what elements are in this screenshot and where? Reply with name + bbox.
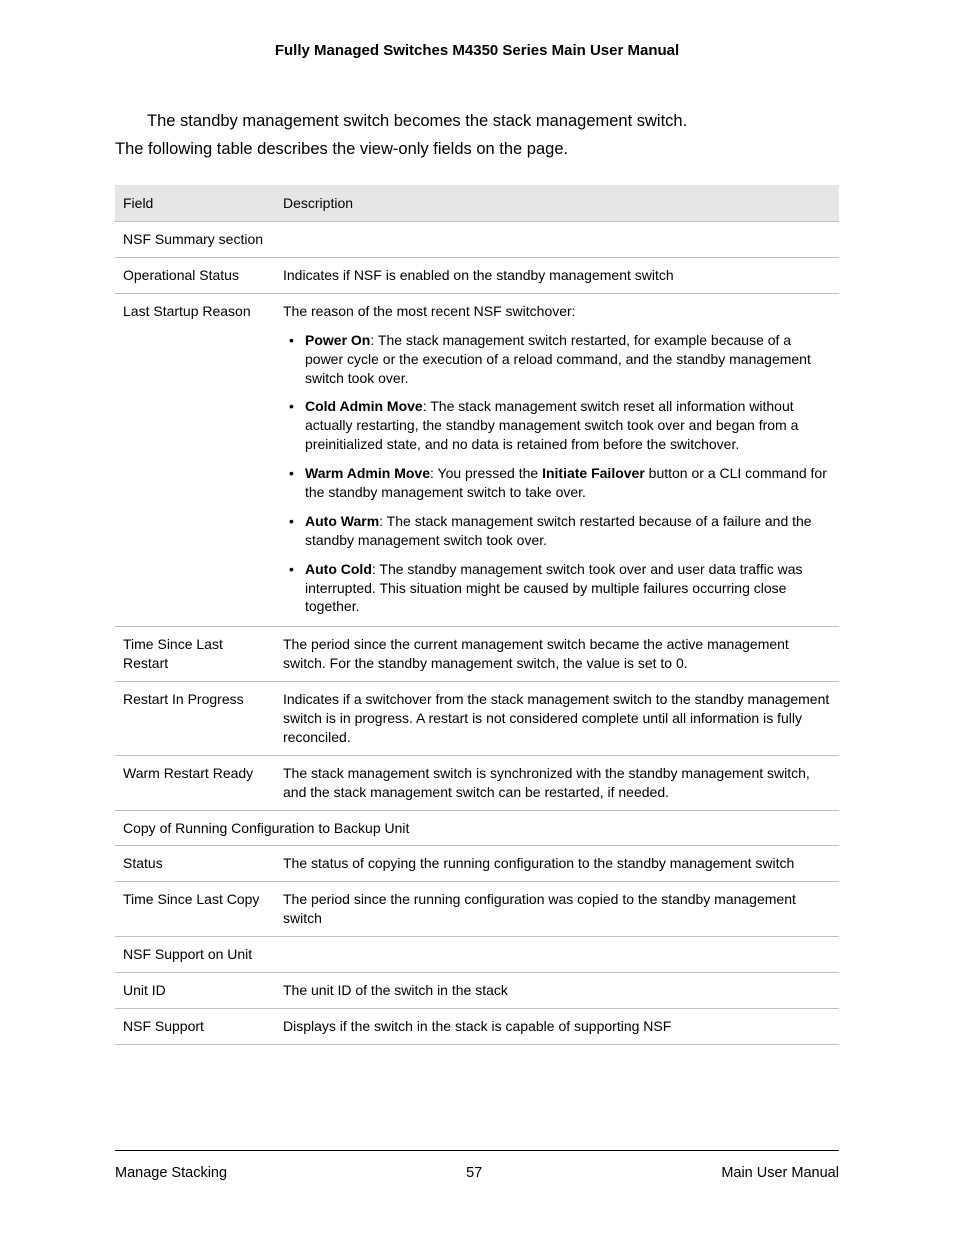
desc-status: The status of copying the running config… xyxy=(275,846,839,882)
fields-table: Field Description NSF Summary section Op… xyxy=(115,185,839,1045)
row-restart-in-progress: Restart In Progress Indicates if a switc… xyxy=(115,682,839,756)
intro-line-2: The following table describes the view-o… xyxy=(115,135,839,163)
desc-time-since-last-copy: The period since the running configurati… xyxy=(275,882,839,937)
footer-left: Manage Stacking xyxy=(115,1165,227,1181)
reason-warm-admin: Warm Admin Move: You pressed the Initiat… xyxy=(283,464,831,502)
reason-auto-cold: Auto Cold: The standby management switch… xyxy=(283,560,831,617)
reason-auto-cold-text: : The standby management switch took ove… xyxy=(305,561,802,615)
th-description: Description xyxy=(275,185,839,222)
row-warm-restart-ready: Warm Restart Ready The stack management … xyxy=(115,755,839,810)
section-row-nsf-support: NSF Support on Unit xyxy=(115,937,839,973)
reason-cold-admin-label: Cold Admin Move xyxy=(305,398,423,414)
reason-warm-admin-pre: : You pressed the xyxy=(430,465,542,481)
last-startup-lead: The reason of the most recent NSF switch… xyxy=(283,303,576,319)
reason-cold-admin: Cold Admin Move: The stack management sw… xyxy=(283,397,831,454)
reason-power-on: Power On: The stack management switch re… xyxy=(283,331,831,388)
section-nsf-support: NSF Support on Unit xyxy=(115,937,839,973)
desc-operational-status: Indicates if NSF is enabled on the stand… xyxy=(275,257,839,293)
th-field: Field xyxy=(115,185,275,222)
section-row-nsf-summary: NSF Summary section xyxy=(115,222,839,258)
doc-title: Fully Managed Switches M4350 Series Main… xyxy=(115,42,839,59)
field-warm-restart-ready: Warm Restart Ready xyxy=(115,755,275,810)
table-header-row: Field Description xyxy=(115,185,839,222)
desc-nsf-support: Displays if the switch in the stack is c… xyxy=(275,1008,839,1044)
desc-warm-restart-ready: The stack management switch is synchroni… xyxy=(275,755,839,810)
field-nsf-support: NSF Support xyxy=(115,1008,275,1044)
row-operational-status: Operational Status Indicates if NSF is e… xyxy=(115,257,839,293)
reason-auto-warm: Auto Warm: The stack management switch r… xyxy=(283,512,831,550)
reason-power-on-label: Power On xyxy=(305,332,370,348)
row-time-since-last-restart: Time Since Last Restart The period since… xyxy=(115,627,839,682)
section-copy-running: Copy of Running Configuration to Backup … xyxy=(115,810,839,846)
field-time-since-last-restart: Time Since Last Restart xyxy=(115,627,275,682)
field-time-since-last-copy: Time Since Last Copy xyxy=(115,882,275,937)
field-operational-status: Operational Status xyxy=(115,257,275,293)
row-status: Status The status of copying the running… xyxy=(115,846,839,882)
intro-line-1: The standby management switch becomes th… xyxy=(115,107,839,135)
reason-auto-warm-text: : The stack management switch restarted … xyxy=(305,513,812,548)
section-nsf-summary: NSF Summary section xyxy=(115,222,839,258)
row-last-startup-reason: Last Startup Reason The reason of the mo… xyxy=(115,293,839,626)
reason-warm-admin-label: Warm Admin Move xyxy=(305,465,430,481)
row-time-since-last-copy: Time Since Last Copy The period since th… xyxy=(115,882,839,937)
footer-right: Main User Manual xyxy=(721,1165,839,1181)
footer-page-number: 57 xyxy=(466,1165,482,1181)
row-nsf-support: NSF Support Displays if the switch in th… xyxy=(115,1008,839,1044)
page: Fully Managed Switches M4350 Series Main… xyxy=(0,0,954,1235)
desc-restart-in-progress: Indicates if a switchover from the stack… xyxy=(275,682,839,756)
page-footer: Manage Stacking 57 Main User Manual xyxy=(115,1150,839,1181)
reasons-list: Power On: The stack management switch re… xyxy=(283,331,831,617)
desc-time-since-last-restart: The period since the current management … xyxy=(275,627,839,682)
row-unit-id: Unit ID The unit ID of the switch in the… xyxy=(115,973,839,1009)
reason-warm-admin-mid: Initiate Failover xyxy=(542,465,645,481)
field-status: Status xyxy=(115,846,275,882)
reason-auto-cold-label: Auto Cold xyxy=(305,561,372,577)
reason-power-on-text: : The stack management switch restarted,… xyxy=(305,332,811,386)
field-restart-in-progress: Restart In Progress xyxy=(115,682,275,756)
desc-last-startup-reason: The reason of the most recent NSF switch… xyxy=(275,293,839,626)
reason-auto-warm-label: Auto Warm xyxy=(305,513,379,529)
desc-unit-id: The unit ID of the switch in the stack xyxy=(275,973,839,1009)
section-row-copy-running: Copy of Running Configuration to Backup … xyxy=(115,810,839,846)
intro-block: The standby management switch becomes th… xyxy=(115,107,839,163)
field-unit-id: Unit ID xyxy=(115,973,275,1009)
field-last-startup-reason: Last Startup Reason xyxy=(115,293,275,626)
